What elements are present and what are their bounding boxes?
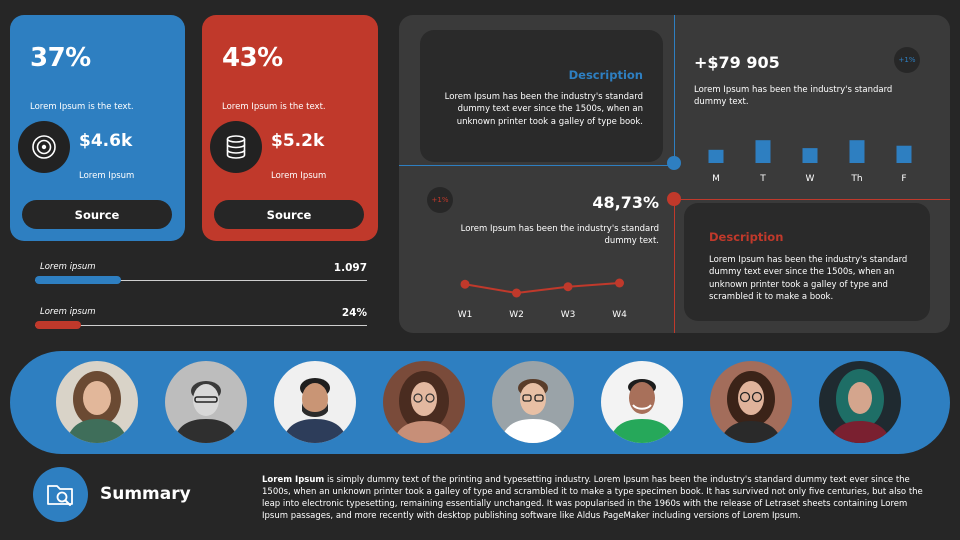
line-tick-label: W3	[561, 310, 576, 320]
description-text: Lorem Ipsum has been the industry's stan…	[709, 255, 908, 302]
avatar[interactable]	[492, 361, 574, 443]
bar	[708, 149, 724, 163]
description-text: Lorem Ipsum has been the industry's stan…	[444, 92, 643, 127]
bar-tick-label: M	[712, 174, 720, 184]
bar-chart: M T W Th F	[708, 140, 912, 184]
avatar[interactable]	[710, 361, 792, 443]
progress-value: 1.097	[333, 262, 367, 274]
summary-body: is simply dummy text of the printing and…	[262, 475, 923, 522]
card-subtitle: Lorem Ipsum is the text.	[222, 102, 326, 112]
stat-value-bottom: 48,73%	[592, 193, 659, 212]
card-amount-label: Lorem Ipsum	[271, 171, 327, 181]
bar	[755, 140, 771, 163]
badge-bottom: +1%	[427, 187, 453, 213]
stat-text-top: Lorem Ipsum has been the industry's stan…	[694, 85, 893, 108]
series-line	[464, 282, 620, 295]
card-amount: $5.2k	[271, 131, 325, 151]
avatar[interactable]	[274, 361, 356, 443]
progress-fill	[35, 321, 82, 329]
divider-vertical-red	[674, 199, 675, 333]
badge-top: +1%	[894, 47, 920, 73]
stat-text-bottom: Lorem Ipsum has been the industry's stan…	[460, 224, 659, 247]
avatar[interactable]	[165, 361, 247, 443]
summary-lead: Lorem Ipsum	[262, 475, 325, 485]
source-button[interactable]: Source	[214, 200, 364, 229]
progress-label: Lorem ipsum	[40, 307, 96, 317]
line-point	[615, 278, 624, 288]
progress-label: Lorem ipsum	[40, 262, 96, 272]
summary-title: Summary	[100, 484, 191, 504]
dashboard-panel: Description Lorem Ipsum has been the ind…	[399, 15, 950, 333]
card-subtitle: Lorem Ipsum is the text.	[30, 102, 134, 112]
divider-horizontal-red	[674, 199, 950, 200]
summary-text: Lorem Ipsum is simply dummy text of the …	[262, 474, 928, 523]
description-box-top: Description Lorem Ipsum has been the ind…	[420, 30, 663, 162]
stat-card-red: 43% Lorem Ipsum is the text. $5.2k Lorem…	[202, 15, 378, 241]
bar	[849, 140, 865, 163]
database-icon	[210, 121, 262, 173]
card-percent: 37%	[30, 43, 91, 73]
line-point	[512, 288, 521, 298]
line-tick-label: W2	[509, 310, 524, 320]
card-amount: $4.6k	[79, 131, 133, 151]
avatar[interactable]	[601, 361, 683, 443]
bar-tick-label: T	[759, 174, 766, 184]
stat-card-blue: 37% Lorem Ipsum is the text. $4.6k Lorem…	[10, 15, 185, 241]
progress-track	[35, 280, 367, 281]
card-percent: 43%	[222, 43, 283, 73]
line-point	[460, 279, 470, 289]
bar-tick-label: F	[901, 174, 906, 184]
progress-row-2: Lorem ipsum 24%	[35, 307, 367, 347]
description-title: Description	[709, 230, 784, 244]
line-point	[563, 282, 573, 292]
divider-horizontal-blue	[399, 165, 674, 166]
source-button[interactable]: Source	[22, 200, 172, 229]
progress-track	[35, 325, 367, 326]
line-tick-label: W4	[612, 310, 627, 320]
line-tick-label: W1	[458, 310, 473, 320]
bar	[802, 148, 818, 163]
divider-vertical-blue	[674, 15, 675, 166]
description-title: Description	[568, 68, 643, 82]
progress-row-1: Lorem ipsum 1.097	[35, 262, 367, 302]
avatar[interactable]	[383, 361, 465, 443]
search-folder-icon	[33, 467, 88, 522]
stat-value-top: +$79 905	[694, 53, 780, 72]
description-box-bottom: Description Lorem Ipsum has been the ind…	[684, 203, 930, 321]
line-chart: W1 W2 W3 W4	[458, 278, 627, 320]
bar-tick-label: Th	[850, 174, 862, 184]
target-icon	[18, 121, 70, 173]
divider-node-red	[667, 192, 681, 206]
bar	[896, 145, 912, 163]
avatar[interactable]	[819, 361, 901, 443]
progress-value: 24%	[341, 307, 367, 319]
divider-node-blue	[667, 156, 681, 170]
bar-tick-label: W	[806, 174, 815, 184]
team-strip	[10, 351, 950, 454]
avatar[interactable]	[56, 361, 138, 443]
progress-fill	[35, 276, 122, 284]
card-amount-label: Lorem Ipsum	[79, 171, 135, 181]
